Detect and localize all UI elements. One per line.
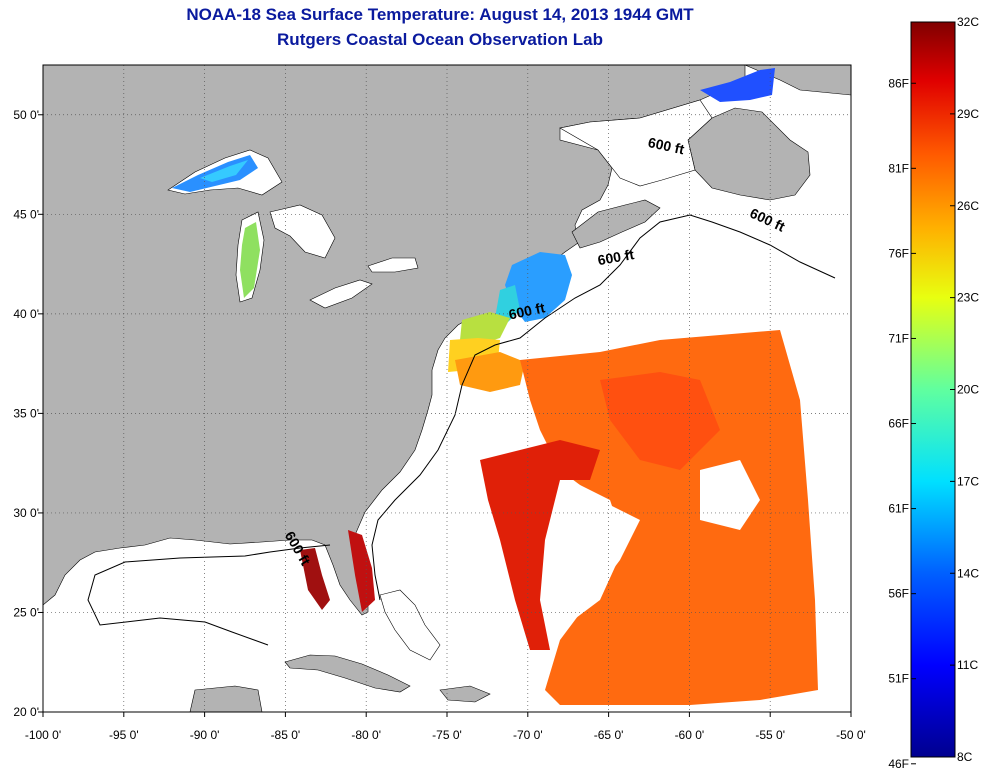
lat-tick-label: 25 0' <box>13 605 39 619</box>
lon-tick-label: -80 0' <box>351 728 381 742</box>
map-title: NOAA-18 Sea Surface Temperature: August … <box>186 5 694 24</box>
lake-ontario <box>367 257 419 273</box>
lon-tick-label: -85 0' <box>271 728 301 742</box>
land-yucatan <box>189 685 263 712</box>
lake-erie <box>309 279 373 309</box>
map-grid <box>43 65 851 712</box>
lon-tick-label: -55 0' <box>755 728 785 742</box>
lat-tick-label: 45 0' <box>13 207 39 221</box>
longitude-axis: -100 0' -95 0' -90 0' -85 0' -80 0' -75 0' -70… <box>25 712 866 742</box>
land-hispaniola <box>439 685 491 703</box>
colorbar-f-label: 76F <box>888 246 909 260</box>
colorbar <box>910 21 956 758</box>
colorbar-c-label: 8C <box>957 750 973 764</box>
colorbar-f-label: 56F <box>888 587 909 601</box>
colorbar-c-label: 23C <box>957 291 979 305</box>
lake-huron <box>269 204 336 259</box>
bahamas-shoal-outline <box>379 589 441 661</box>
colorbar-f-label: 61F <box>888 502 909 516</box>
colorbar-fahrenheit-labels: 46F 51F 56F 61F 66F 71F 76F 81F 86F <box>888 76 916 770</box>
sst-data-layer <box>172 68 818 705</box>
land-cuba <box>284 654 411 693</box>
colorbar-celsius-labels: 8C 11C 14C 17C 20C 23C 26C 29C 32C <box>950 15 979 764</box>
lat-tick-label: 50 0' <box>13 108 39 122</box>
lat-tick-label: 40 0' <box>13 307 39 321</box>
land-maritimes <box>571 199 661 249</box>
colorbar-c-label: 26C <box>957 199 979 213</box>
lon-tick-label: -75 0' <box>432 728 462 742</box>
lon-tick-label: -60 0' <box>675 728 705 742</box>
colorbar-c-label: 20C <box>957 383 979 397</box>
map-subtitle: Rutgers Coastal Ocean Observation Lab <box>277 30 603 49</box>
lon-tick-label: -100 0' <box>25 728 61 742</box>
colorbar-f-label: 81F <box>888 161 909 175</box>
land-north-america <box>43 65 746 616</box>
gulf-st-lawrence <box>559 99 713 187</box>
lat-tick-label: 30 0' <box>13 506 39 520</box>
lon-tick-label: -50 0' <box>836 728 866 742</box>
colorbar-c-label: 14C <box>957 566 979 580</box>
lon-tick-label: -90 0' <box>190 728 220 742</box>
latitude-axis: 20 0' 25 0' 30 0' 35 0' 40 0' 45 0' 50 0' <box>13 108 43 719</box>
lon-tick-label: -70 0' <box>513 728 543 742</box>
contour-label-600ft: 600 ft <box>507 299 546 322</box>
colorbar-f-label: 86F <box>888 76 909 90</box>
colorbar-f-label: 66F <box>888 417 909 431</box>
contour-label-600ft: 600 ft <box>647 134 686 157</box>
lat-tick-label: 20 0' <box>13 705 39 719</box>
colorbar-f-label: 51F <box>888 672 909 686</box>
land-newfoundland <box>687 107 811 201</box>
colorbar-f-label: 46F <box>888 757 909 770</box>
colorbar-f-label: 71F <box>888 331 909 345</box>
lat-tick-label: 35 0' <box>13 406 39 420</box>
colorbar-c-label: 17C <box>957 474 979 488</box>
lon-tick-label: -65 0' <box>594 728 624 742</box>
colorbar-c-label: 29C <box>957 107 979 121</box>
contour-label-600ft: 600 ft <box>596 246 635 268</box>
lon-tick-label: -95 0' <box>109 728 139 742</box>
bathymetry-600ft-contour <box>87 214 836 646</box>
colorbar-c-label: 32C <box>957 15 979 29</box>
colorbar-c-label: 11C <box>957 658 978 672</box>
